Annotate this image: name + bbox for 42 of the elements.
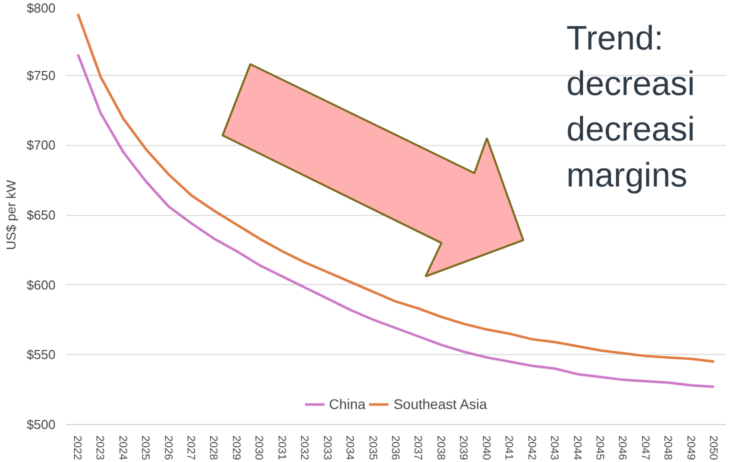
x-tick-label: 2041 <box>502 436 515 460</box>
x-tick-label: 2050 <box>707 436 720 460</box>
y-tick-label: $650 <box>26 208 56 222</box>
y-axis-title: US$ per kW <box>4 179 19 250</box>
x-tick-label: 2047 <box>638 436 651 460</box>
x-tick-label: 2027 <box>184 436 196 460</box>
x-tick-label: 2033 <box>320 436 333 460</box>
y-tick-label: $750 <box>26 68 56 83</box>
x-tick-label: 2036 <box>389 436 401 460</box>
x-tick-label: 2026 <box>162 436 174 460</box>
line-series <box>76 53 716 388</box>
x-tick-label: 2040 <box>480 436 492 460</box>
x-tick-label: 2045 <box>594 436 606 460</box>
x-tick-label: 2024 <box>116 436 128 460</box>
x-tick-label: 2043 <box>548 436 560 460</box>
y-tick-label: $500 <box>26 417 56 432</box>
x-tick-label: 2028 <box>207 436 220 460</box>
x-tick-label: 2048 <box>662 436 674 460</box>
x-tick-label: 2046 <box>616 436 628 460</box>
y-tick-label: $700 <box>26 138 56 153</box>
x-tick-label: 2044 <box>570 436 583 460</box>
x-tick-label: 2029 <box>230 436 242 460</box>
annotation: Trend: decreasi decreasi margins <box>566 19 695 194</box>
x-tick-label: 2038 <box>434 436 446 460</box>
x-tick-label: 2039 <box>457 436 470 460</box>
legend-label: China <box>329 396 366 412</box>
y-tick-label: $550 <box>26 347 56 362</box>
x-tick-label: 2037 <box>412 436 424 460</box>
x-tick-label: 2030 <box>252 436 265 460</box>
y-tick-label: $800 <box>26 0 56 16</box>
x-tick-label: 2023 <box>94 436 106 460</box>
y-tick-label: $600 <box>26 277 56 292</box>
x-tick-label: 2032 <box>298 436 310 460</box>
line-series <box>76 12 716 363</box>
x-tick-label: 2031 <box>275 436 288 460</box>
x-tick-label: 2022 <box>70 436 83 460</box>
x-tick-label: 2042 <box>525 436 538 460</box>
x-tick-label: 2034 <box>344 436 356 460</box>
x-tick-label: 2049 <box>684 436 696 460</box>
legend-label: Southeast Asia <box>394 396 487 412</box>
x-tick-label: 2025 <box>139 436 152 460</box>
x-tick-label: 2035 <box>366 436 378 460</box>
